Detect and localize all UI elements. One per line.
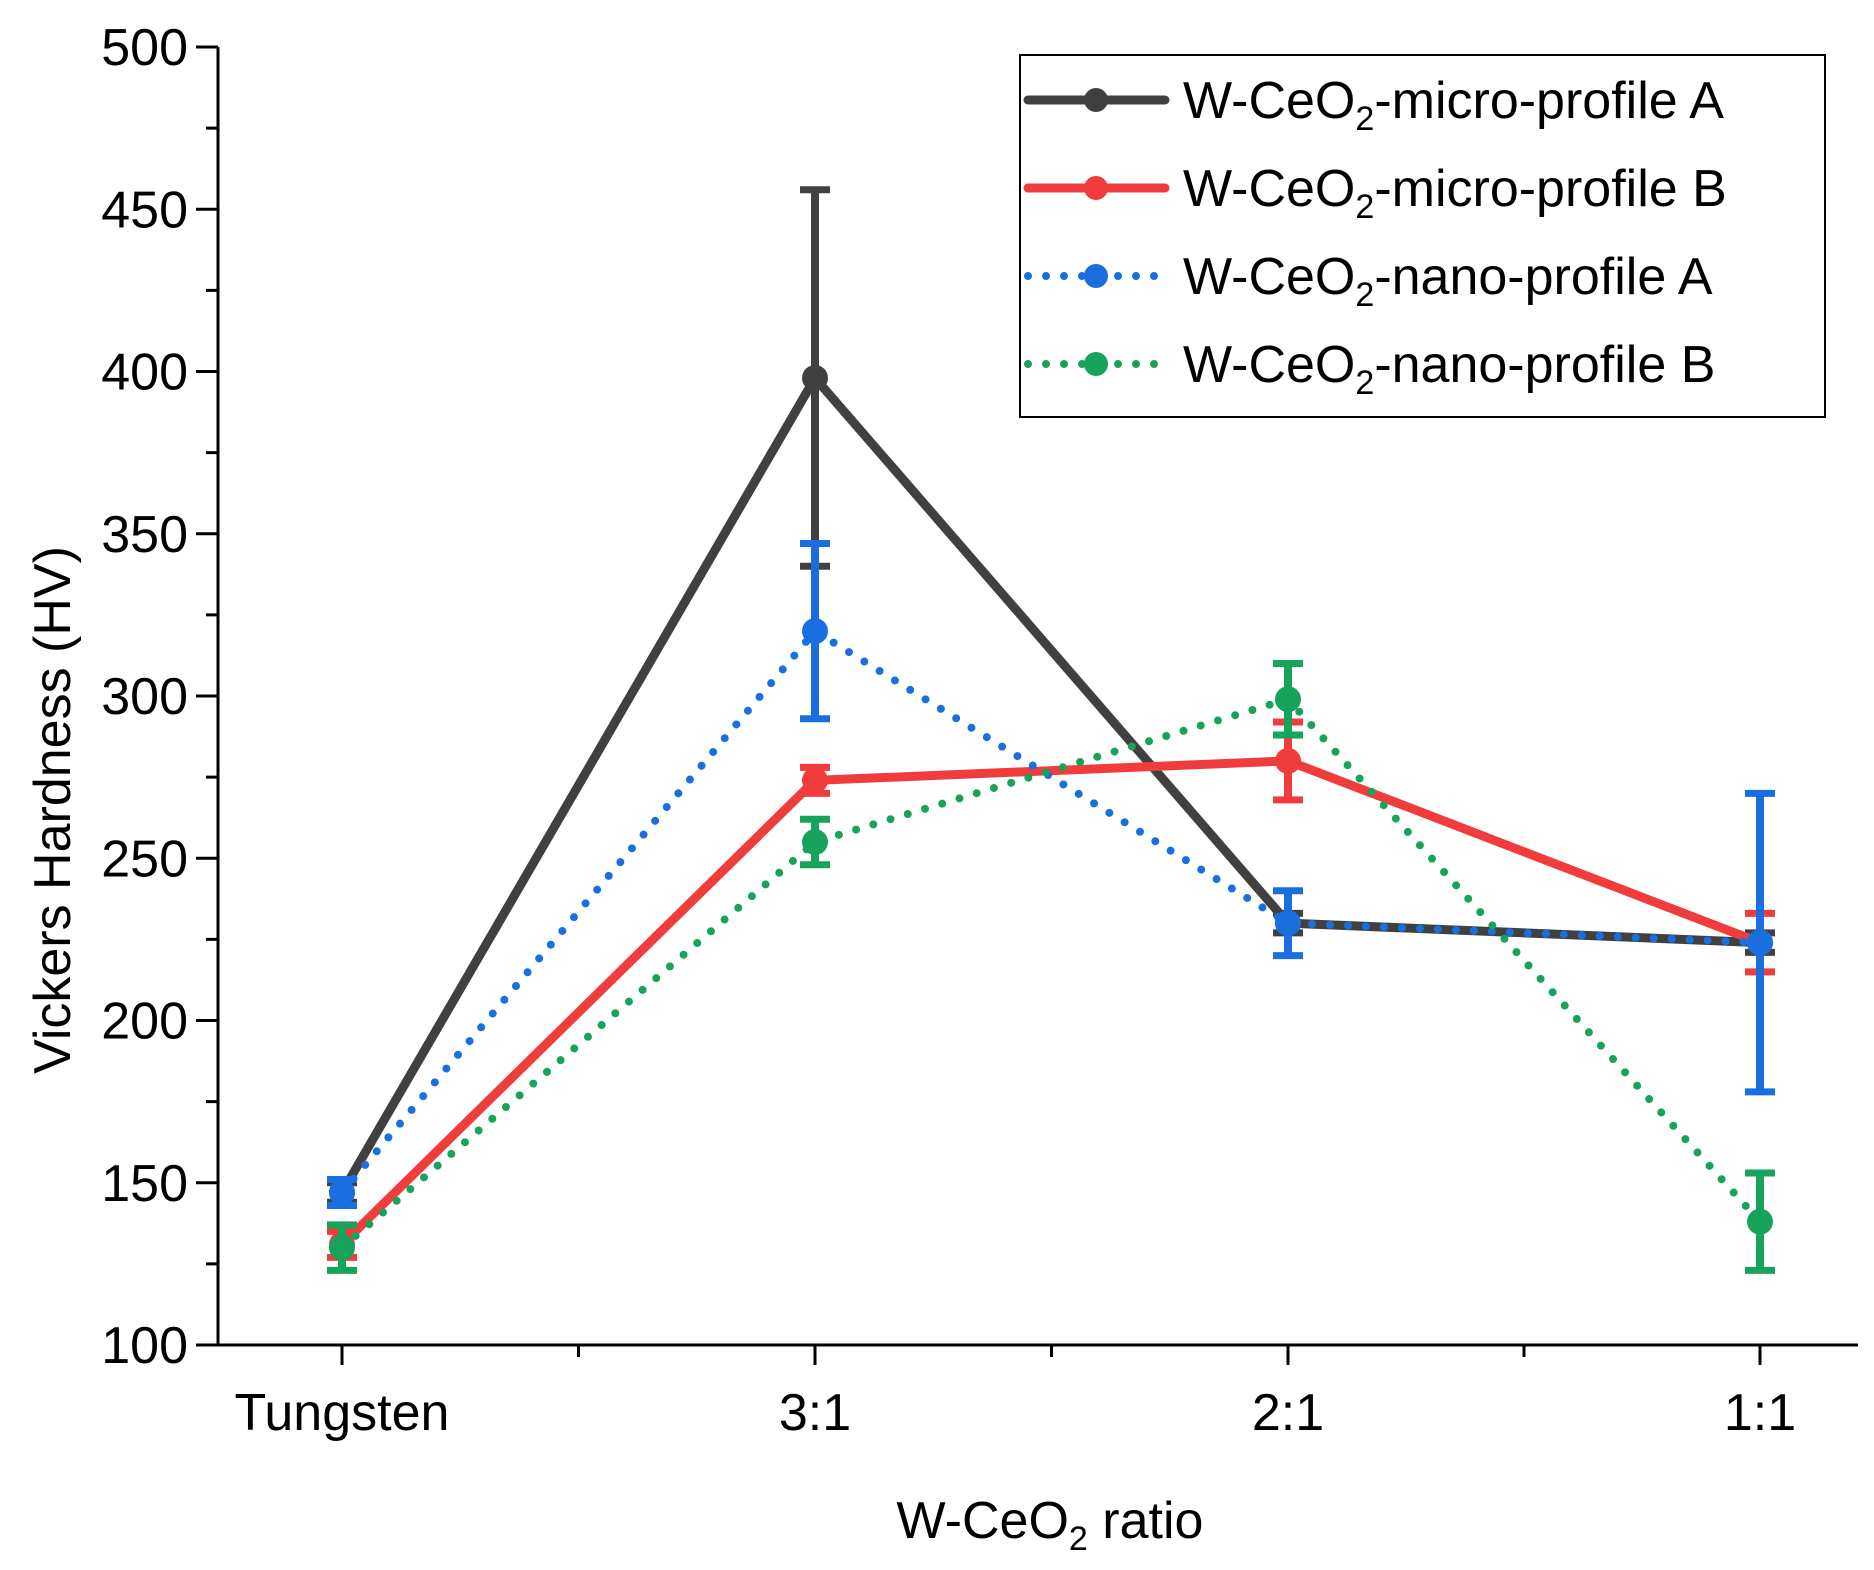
legend-label-sub: 2 bbox=[1355, 364, 1374, 402]
legend-entry-3: W-CeO2-nano-profile B bbox=[1024, 336, 1715, 402]
data-point bbox=[329, 1234, 355, 1261]
data-point bbox=[1275, 747, 1301, 774]
legend: W-CeO2-micro-profile AW-CeO2-micro-profi… bbox=[1019, 54, 1826, 418]
y-tick-label-150: 150 bbox=[101, 1155, 188, 1213]
series-line-1 bbox=[337, 756, 1765, 1249]
data-series bbox=[327, 186, 1775, 1274]
legend-marker-1 bbox=[1084, 176, 1108, 200]
legend-entry-0: W-CeO2-micro-profile A bbox=[1023, 72, 1724, 138]
data-point bbox=[802, 364, 828, 391]
y-tick-label-300: 300 bbox=[101, 668, 188, 726]
legend-label-rest: -micro-profile B bbox=[1374, 160, 1727, 218]
legend-label-1: W-CeO2-micro-profile B bbox=[1183, 160, 1727, 226]
data-point bbox=[802, 767, 828, 794]
legend-label-main: W-CeO bbox=[1183, 248, 1355, 306]
x-axis-title-main: W-CeO bbox=[897, 1492, 1069, 1550]
x-tick-label-2:1: 2:1 bbox=[1252, 1384, 1324, 1442]
legend-label-0: W-CeO2-micro-profile A bbox=[1183, 72, 1724, 138]
data-point bbox=[1747, 929, 1773, 956]
data-point bbox=[329, 1179, 355, 1206]
y-tick-label-400: 400 bbox=[101, 344, 188, 402]
y-tick-label-200: 200 bbox=[101, 993, 188, 1051]
y-tick-label-100: 100 bbox=[101, 1317, 188, 1375]
legend-entry-2: W-CeO2-nano-profile A bbox=[1024, 248, 1713, 314]
x-axis-title: W-CeO2 ratio bbox=[897, 1492, 1204, 1558]
data-point bbox=[1275, 910, 1301, 937]
legend-label-rest: -nano-profile A bbox=[1374, 248, 1713, 306]
legend-label-sub: 2 bbox=[1355, 188, 1374, 226]
y-axis-title: Vickers Hardness (HV) bbox=[24, 546, 82, 1074]
legend-label-main: W-CeO bbox=[1183, 72, 1355, 130]
legend-label-rest: -micro-profile A bbox=[1374, 72, 1724, 130]
axes: 100 150 200 250 300 350 400 450 500 Tungsten 3:1 2:… bbox=[101, 19, 1858, 1442]
legend-marker-3 bbox=[1084, 352, 1108, 376]
series-line-3 bbox=[338, 695, 1764, 1252]
legend-label-main: W-CeO bbox=[1183, 160, 1355, 218]
legend-label-sub: 2 bbox=[1355, 100, 1374, 138]
y-tick-label-500: 500 bbox=[101, 19, 188, 77]
x-tick-label-Tungsten: Tungsten bbox=[235, 1384, 450, 1442]
x-tick-label-1:1: 1:1 bbox=[1724, 1384, 1796, 1442]
legend-marker-2 bbox=[1084, 264, 1108, 288]
series-2 bbox=[327, 539, 1775, 1209]
x-tick-label-3:1: 3:1 bbox=[779, 1384, 851, 1442]
legend-label-sub: 2 bbox=[1355, 276, 1374, 314]
data-point bbox=[1747, 1208, 1773, 1235]
legend-label-rest: -nano-profile B bbox=[1374, 336, 1715, 394]
data-point bbox=[802, 618, 828, 645]
legend-marker-0 bbox=[1084, 88, 1108, 112]
series-3 bbox=[327, 660, 1775, 1274]
legend-box bbox=[1019, 54, 1826, 418]
legend-label-3: W-CeO2-nano-profile B bbox=[1183, 336, 1715, 402]
data-point bbox=[802, 829, 828, 856]
y-tick-label-250: 250 bbox=[101, 830, 188, 888]
x-axis-title-sub: 2 bbox=[1069, 1520, 1088, 1558]
legend-entry-1: W-CeO2-micro-profile B bbox=[1023, 160, 1727, 226]
series-line-2 bbox=[338, 627, 1764, 1197]
series-1 bbox=[327, 718, 1775, 1261]
data-point bbox=[1275, 686, 1301, 713]
x-axis-title-rest: ratio bbox=[1088, 1492, 1204, 1550]
series-line-0 bbox=[337, 373, 1765, 1197]
legend-label-main: W-CeO bbox=[1183, 336, 1355, 394]
y-tick-label-350: 350 bbox=[101, 506, 188, 564]
legend-label-2: W-CeO2-nano-profile A bbox=[1183, 248, 1713, 314]
y-tick-label-450: 450 bbox=[101, 181, 188, 239]
